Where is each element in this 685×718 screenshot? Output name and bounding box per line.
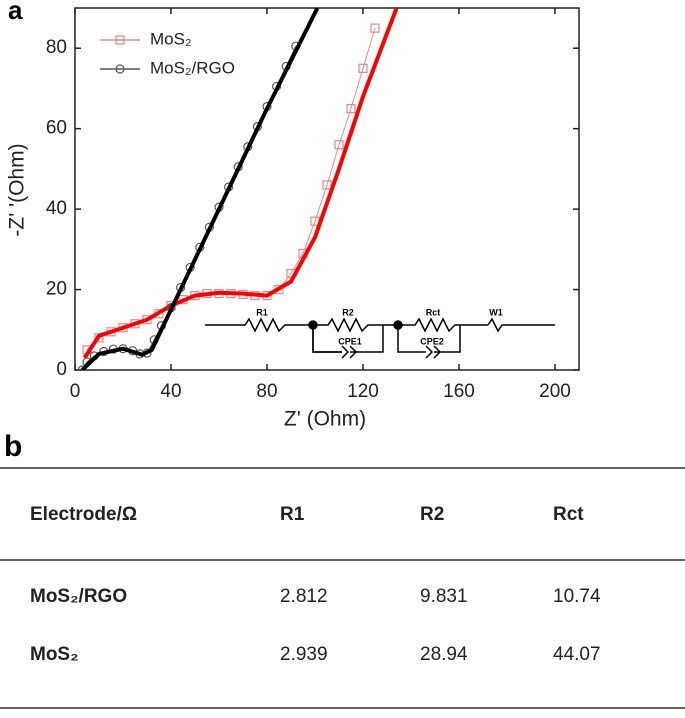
y-tick-label: 60 <box>46 118 67 139</box>
plot-area <box>77 8 399 370</box>
legend-label: MoS₂/RGO <box>150 58 235 77</box>
marker <box>358 63 368 73</box>
table-cell: 2.812 <box>280 586 328 607</box>
table-cell: MoS₂/RGO <box>30 586 127 607</box>
table-cell: 10.74 <box>553 586 601 607</box>
table-header: R1 <box>280 504 305 525</box>
table-header: Electrode/Ω <box>30 504 137 525</box>
marker <box>322 180 332 190</box>
cpe-symbol <box>312 325 384 359</box>
panel-label: b <box>4 430 22 463</box>
y-tick-label: 80 <box>46 37 67 58</box>
x-tick-label: 120 <box>347 381 379 402</box>
marker <box>115 64 125 74</box>
table-header: Rct <box>553 504 584 525</box>
circuit-label: W1 <box>489 307 503 317</box>
fit-line <box>82 8 399 360</box>
x-tick-label: 0 <box>70 381 81 402</box>
circuit-label: CPE1 <box>338 336 362 346</box>
circuit-node <box>308 320 318 330</box>
y-tick-label: 0 <box>56 359 67 380</box>
table-header: R2 <box>420 504 444 525</box>
table-cell: MoS₂ <box>30 644 79 665</box>
y-tick-label: 20 <box>46 279 67 300</box>
x-axis-label: Z' (Ohm) <box>284 408 366 431</box>
fit-line <box>80 8 320 370</box>
x-tick-label: 200 <box>539 381 571 402</box>
circuit-label: CPE2 <box>420 336 444 346</box>
x-tick-label: 80 <box>256 381 277 402</box>
table-cell: 28.94 <box>420 644 468 665</box>
legend-label: MoS₂ <box>150 29 192 48</box>
warburg-symbol <box>487 317 555 333</box>
cpe-symbol <box>397 325 461 359</box>
circuit-label: Rct <box>426 307 441 317</box>
y-axis-label: -Z' '(Ohm) <box>6 143 29 236</box>
panel-label: a <box>8 0 23 25</box>
circuit-node <box>393 320 403 330</box>
data-line <box>81 45 297 370</box>
circuit-diagram <box>205 317 555 359</box>
x-tick-label: 160 <box>443 381 475 402</box>
circuit-wire <box>205 317 488 333</box>
marker <box>77 365 87 370</box>
marker <box>370 23 380 33</box>
y-tick-label: 40 <box>46 198 67 219</box>
table-cell: 44.07 <box>553 644 601 665</box>
x-tick-label: 40 <box>160 381 181 402</box>
marker <box>346 103 356 114</box>
marker <box>115 35 125 45</box>
plot-frame <box>74 7 580 371</box>
marker <box>334 140 344 150</box>
table-cell: 2.939 <box>280 644 328 665</box>
table-cell: 9.831 <box>420 586 468 607</box>
circuit-label: R2 <box>342 307 354 317</box>
circuit-label: R1 <box>256 307 268 317</box>
